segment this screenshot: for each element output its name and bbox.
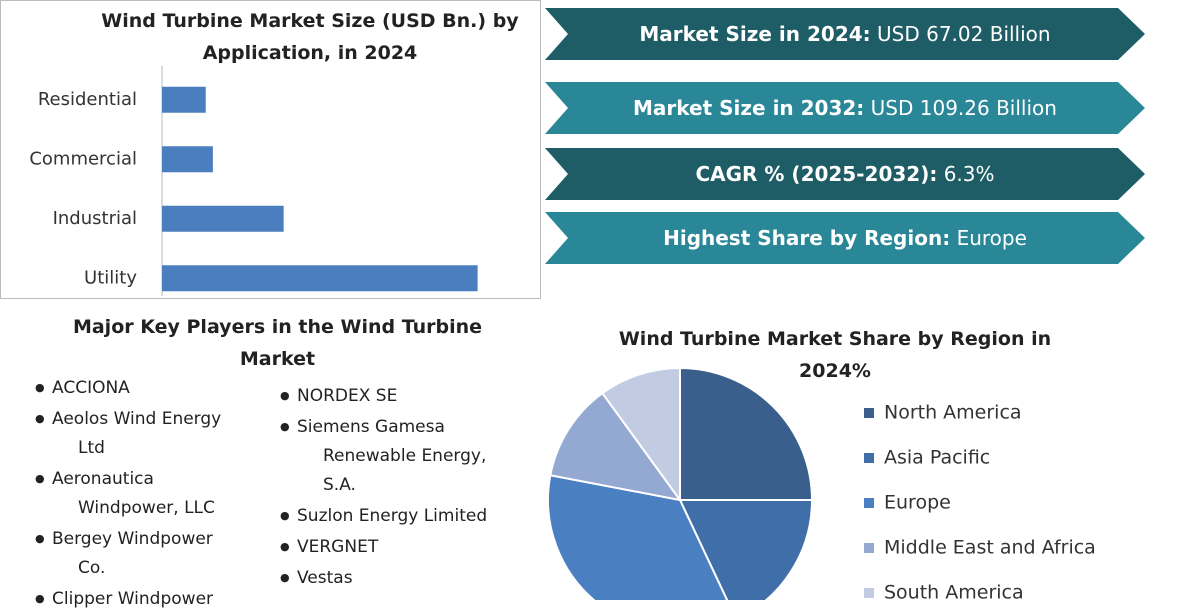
key-player: Siemens Gamesa Renewable Energy, S.A. bbox=[280, 412, 510, 500]
pie-slice bbox=[601, 366, 681, 504]
stat-value: 6.3% bbox=[943, 162, 995, 186]
bar bbox=[162, 265, 478, 292]
panel-border bbox=[0, 0, 541, 299]
stat-value: USD 109.26 Billion bbox=[870, 96, 1057, 120]
banner-text: Market Size in 2024: USD 67.02 Billion bbox=[560, 8, 1130, 60]
page: {"chart_data": [ {"type": "hbar", "title… bbox=[0, 0, 1200, 600]
key-player: Clipper Windpower bbox=[35, 584, 245, 614]
pie-chart-title: Wind Turbine Market Share by Region in 2… bbox=[618, 328, 1052, 382]
key-player: NORDEX SE bbox=[280, 381, 510, 411]
pie-slice bbox=[678, 499, 814, 600]
y-tick-label: Utility bbox=[84, 267, 137, 288]
key-players-list: NORDEX SESiemens Gamesa Renewable Energy… bbox=[280, 381, 510, 594]
legend-label: North America bbox=[884, 402, 1022, 424]
y-tick-label: Industrial bbox=[53, 208, 137, 229]
banners bbox=[545, 8, 1145, 264]
canvas: Residential Commercial Industrial Utility N… bbox=[0, 0, 1145, 601]
bar bbox=[162, 146, 213, 173]
y-tick-label: Residential bbox=[38, 89, 137, 110]
key-player: ACCIONA bbox=[35, 373, 245, 403]
y-tick-label: Commercial bbox=[29, 148, 137, 169]
legend-label: Middle East and Africa bbox=[884, 537, 1096, 559]
stat-value: USD 67.02 Billion bbox=[877, 22, 1051, 46]
banner bbox=[545, 148, 1145, 200]
banner-text: Market Size in 2032: USD 109.26 Billion bbox=[560, 82, 1130, 134]
stat-label: Market Size in 2032: bbox=[633, 96, 865, 120]
key-players-list: ACCIONAAeolos Wind Energy LtdAeronautica… bbox=[35, 373, 245, 615]
stat-label: CAGR % (2025-2032): bbox=[695, 162, 938, 186]
banner-text: CAGR % (2025-2032): 6.3% bbox=[560, 148, 1130, 200]
banner bbox=[545, 8, 1145, 60]
banner-text: Highest Share by Region: Europe bbox=[560, 212, 1130, 264]
banner bbox=[545, 82, 1145, 134]
bar bbox=[162, 86, 206, 113]
stat-label: Highest Share by Region: bbox=[663, 226, 951, 250]
legend-swatch bbox=[864, 453, 874, 463]
key-player: Vestas bbox=[280, 563, 510, 593]
legend-label: Asia Pacific bbox=[884, 447, 990, 469]
bar-chart-title: Wind Turbine Market Size (USD Bn.) by Ap… bbox=[101, 10, 519, 64]
pie-slice bbox=[679, 366, 814, 501]
legend-swatch bbox=[864, 543, 874, 553]
key-players-title: Major Key Players in the Wind Turbine Ma… bbox=[72, 316, 483, 370]
stat-value: Europe bbox=[956, 226, 1027, 250]
pie-chart: North America Asia Pacific Europe Middle Ea… bbox=[547, 366, 1096, 601]
key-player: VERGNET bbox=[280, 532, 510, 562]
pie-slice bbox=[547, 474, 729, 600]
legend-swatch bbox=[864, 408, 874, 418]
legend-swatch bbox=[864, 498, 874, 508]
key-player: Suzlon Energy Limited bbox=[280, 501, 510, 531]
legend-label: South America bbox=[884, 582, 1024, 601]
pie-slice bbox=[549, 391, 683, 502]
key-player: Bergey Windpower Co. bbox=[35, 524, 245, 583]
banner bbox=[545, 212, 1145, 264]
legend-label: Europe bbox=[884, 492, 951, 514]
legend-swatch bbox=[864, 588, 874, 598]
key-player: Aeolos Wind Energy Ltd bbox=[35, 404, 245, 463]
bar bbox=[162, 205, 284, 232]
stat-label: Market Size in 2024: bbox=[639, 22, 871, 46]
bar-chart: Residential Commercial Industrial Utility bbox=[29, 86, 478, 292]
key-player: Aeronautica Windpower, LLC bbox=[35, 464, 245, 523]
